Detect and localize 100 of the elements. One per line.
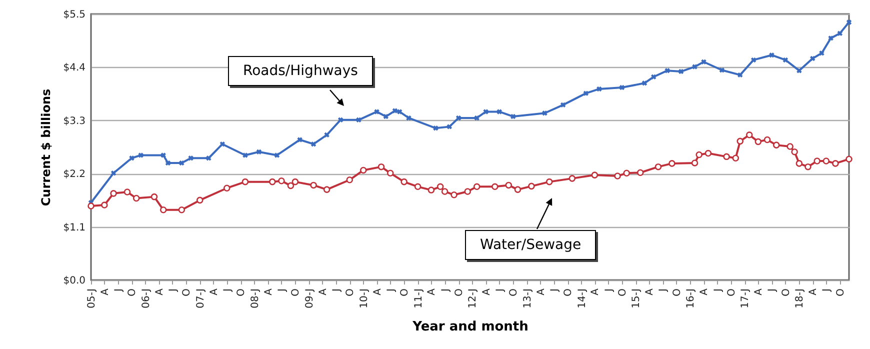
point xyxy=(804,163,812,170)
x-tick-label: A xyxy=(154,288,166,296)
point xyxy=(596,86,602,92)
point xyxy=(483,109,488,114)
x-tick-label: 12-J xyxy=(468,288,479,308)
y-tick-label: $1.1 xyxy=(63,222,86,234)
point xyxy=(832,160,839,167)
x-tick-label: A xyxy=(754,288,765,296)
point xyxy=(505,182,512,189)
point xyxy=(786,143,794,150)
point xyxy=(692,64,698,70)
point xyxy=(764,136,771,144)
point xyxy=(636,169,644,176)
callout-box: Roads/Highways xyxy=(228,56,373,86)
point xyxy=(754,138,762,146)
point xyxy=(474,115,480,121)
point xyxy=(310,141,316,147)
x-tick-label: 14-J xyxy=(576,288,588,308)
point xyxy=(542,110,548,116)
point xyxy=(819,50,824,56)
point xyxy=(132,194,140,202)
x-tick-label: J xyxy=(494,288,506,292)
point xyxy=(796,68,802,74)
point xyxy=(691,160,698,166)
x-tick-label: A xyxy=(536,288,547,296)
x-tick-label: O xyxy=(780,288,792,296)
point xyxy=(810,56,816,62)
x-tick-label: O xyxy=(835,288,846,296)
point xyxy=(414,183,422,190)
point xyxy=(846,156,852,162)
point xyxy=(696,151,702,158)
callout-box: Water/Sewage xyxy=(465,230,596,260)
point xyxy=(160,152,166,158)
x-tick-label: J xyxy=(440,288,452,292)
x-tick-label: 07-J xyxy=(195,288,206,308)
y-tick-label: $2.2 xyxy=(63,169,86,180)
point xyxy=(242,178,249,186)
point xyxy=(614,172,621,180)
point xyxy=(220,141,226,147)
x-tick-label: O xyxy=(726,288,738,296)
point xyxy=(791,148,798,156)
point xyxy=(464,188,472,195)
point xyxy=(619,84,625,90)
point xyxy=(101,202,108,208)
point xyxy=(701,59,706,64)
point xyxy=(274,152,280,158)
point xyxy=(256,149,262,154)
x-tick-label: 10-J xyxy=(358,288,370,308)
point xyxy=(704,150,712,157)
point xyxy=(822,158,830,164)
point xyxy=(723,153,730,160)
y-tick-label: $3.3 xyxy=(63,116,86,127)
x-tick-label: 13-J xyxy=(522,288,534,308)
x-tick-label: A xyxy=(808,288,820,296)
point xyxy=(129,156,134,161)
y-tick-label: $4.4 xyxy=(63,62,86,74)
point xyxy=(750,57,756,63)
point xyxy=(828,36,834,41)
x-tick-label: J xyxy=(222,288,234,292)
point xyxy=(292,178,299,186)
x-tick-label: O xyxy=(345,288,356,296)
point xyxy=(297,137,302,142)
point xyxy=(769,52,774,58)
point xyxy=(446,124,452,130)
point xyxy=(356,117,362,123)
point xyxy=(406,115,412,121)
point xyxy=(223,184,230,192)
x-tick-label: J xyxy=(822,288,833,292)
x-tick-label: A xyxy=(699,288,710,296)
x-tick-label: J xyxy=(767,288,778,292)
point xyxy=(383,114,388,120)
point xyxy=(732,154,740,162)
x-tick-label: 11-J xyxy=(413,288,424,308)
point xyxy=(546,178,553,186)
point xyxy=(428,186,435,194)
point xyxy=(110,190,117,197)
point xyxy=(88,202,94,210)
point xyxy=(324,132,330,138)
x-tick-label: A xyxy=(318,288,329,296)
point xyxy=(400,178,408,186)
x-tick-label: 06-J xyxy=(140,288,152,308)
point xyxy=(560,102,566,108)
point xyxy=(386,170,394,176)
point xyxy=(492,183,498,190)
point xyxy=(436,183,444,190)
point xyxy=(196,196,204,204)
y-tick-label: $5.5 xyxy=(63,10,86,20)
x-tick-label: 09-J xyxy=(304,288,316,308)
point xyxy=(664,68,670,74)
point xyxy=(473,183,480,190)
x-tick-label: A xyxy=(426,288,438,296)
point xyxy=(310,182,317,189)
point xyxy=(514,186,522,193)
point xyxy=(678,68,684,74)
point xyxy=(179,160,184,166)
point xyxy=(178,206,186,214)
point xyxy=(736,138,744,145)
point xyxy=(338,117,344,123)
point xyxy=(378,163,385,170)
x-tick-label: A xyxy=(590,288,602,296)
